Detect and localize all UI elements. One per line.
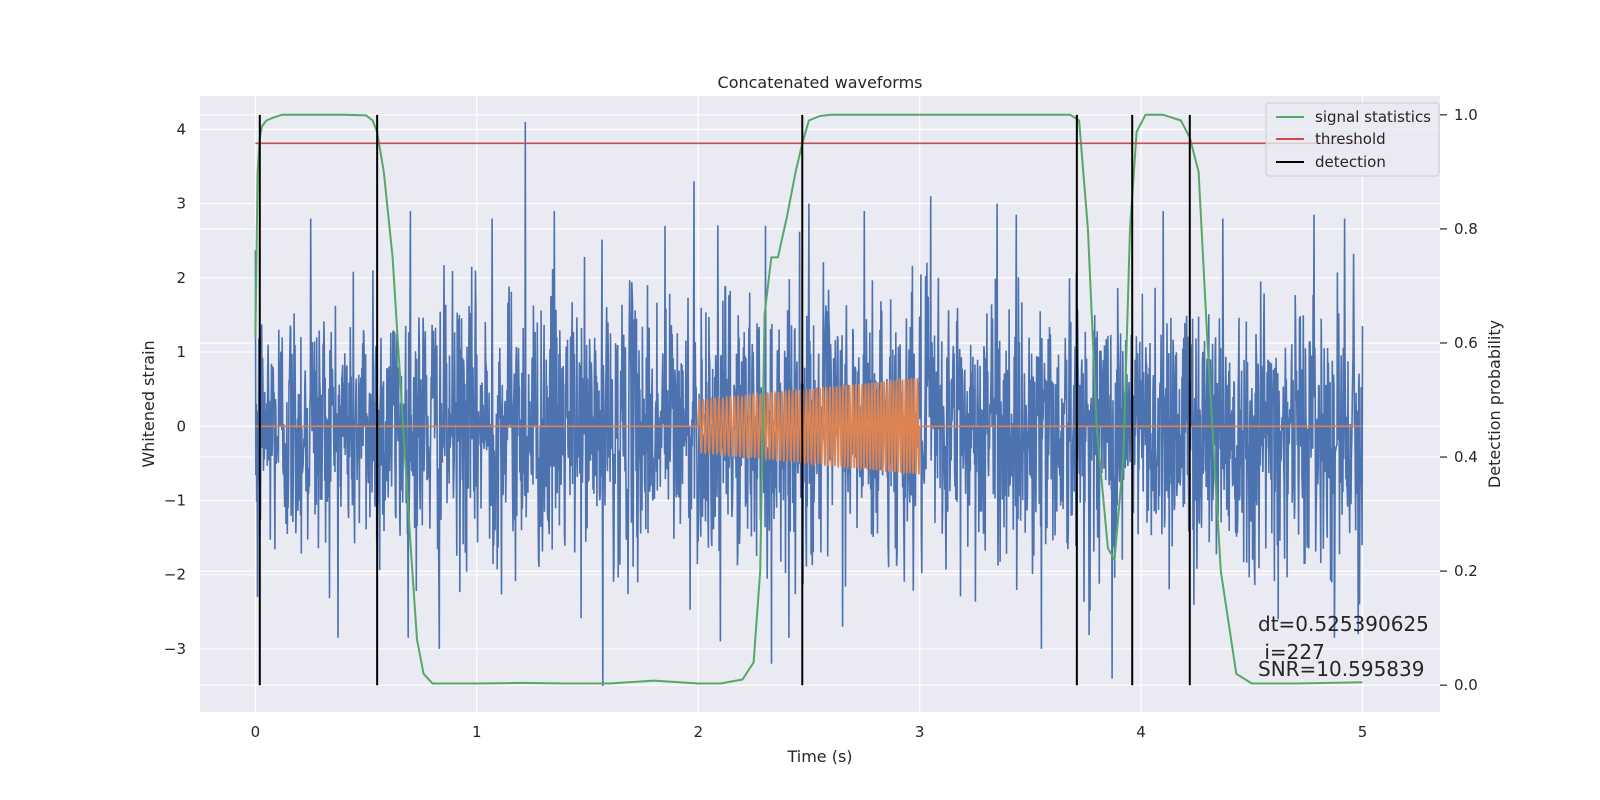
x-axis-label: Time (s)	[786, 747, 852, 766]
x-tick-label: 5	[1358, 723, 1368, 741]
strain-series	[254, 121, 1364, 687]
legend-box	[1265, 102, 1440, 177]
y-tick-label: 3	[176, 195, 186, 213]
y2-tick-label: 0.6	[1454, 334, 1478, 352]
detection-lines	[258, 114, 1191, 686]
y-tick-label: −3	[164, 640, 186, 658]
y-tick-label: 0	[176, 417, 186, 435]
y2-tick-label: 0.8	[1454, 220, 1478, 238]
y-axis-label: Whitened strain	[139, 340, 158, 467]
annotation-index: i=227	[1258, 640, 1325, 664]
annotation-snr: SNR=10.595839	[1258, 657, 1424, 681]
legend-label-threshold: threshold	[1315, 130, 1386, 148]
y-tick-label: 2	[176, 269, 186, 287]
y2-tick-label: 1.0	[1454, 106, 1478, 124]
signal-statistics-line	[254, 113, 1363, 685]
injected-waveform-series	[255, 377, 1363, 476]
x-tick-label: 0	[251, 723, 261, 741]
y-tick-label: 4	[176, 120, 186, 138]
x-tick-label: 2	[693, 723, 703, 741]
y2-tick-label: 0.2	[1454, 562, 1478, 580]
legend: signal statistics threshold detection	[1265, 102, 1440, 177]
annotation-dt: dt=0.525390625	[1258, 612, 1429, 636]
y-tick-label: 1	[176, 343, 186, 361]
y2-tick-label: 0.4	[1454, 448, 1478, 466]
y2-axis-label: Detection probability	[1485, 320, 1504, 488]
injected-waveform-line	[255, 377, 1363, 476]
signal-statistics-series	[254, 113, 1363, 685]
legend-label-signal-statistics: signal statistics	[1315, 108, 1431, 126]
y-tick-label: −1	[164, 491, 186, 509]
x-tick-label: 4	[1136, 723, 1146, 741]
strain-line	[254, 121, 1364, 687]
x-tick-label: 3	[915, 723, 925, 741]
legend-label-detection: detection	[1315, 153, 1386, 171]
y-tick-label: −2	[164, 566, 186, 584]
y2-tick-label: 0.0	[1454, 676, 1478, 694]
axes: −3 −2 −1 0 1 2 3 4 0 1 2 3 4 5 0.0 0.2 0.4 0.6 0.8 1.0	[164, 106, 1478, 741]
chart-title: Concatenated waveforms	[718, 73, 923, 92]
x-tick-label: 1	[472, 723, 482, 741]
